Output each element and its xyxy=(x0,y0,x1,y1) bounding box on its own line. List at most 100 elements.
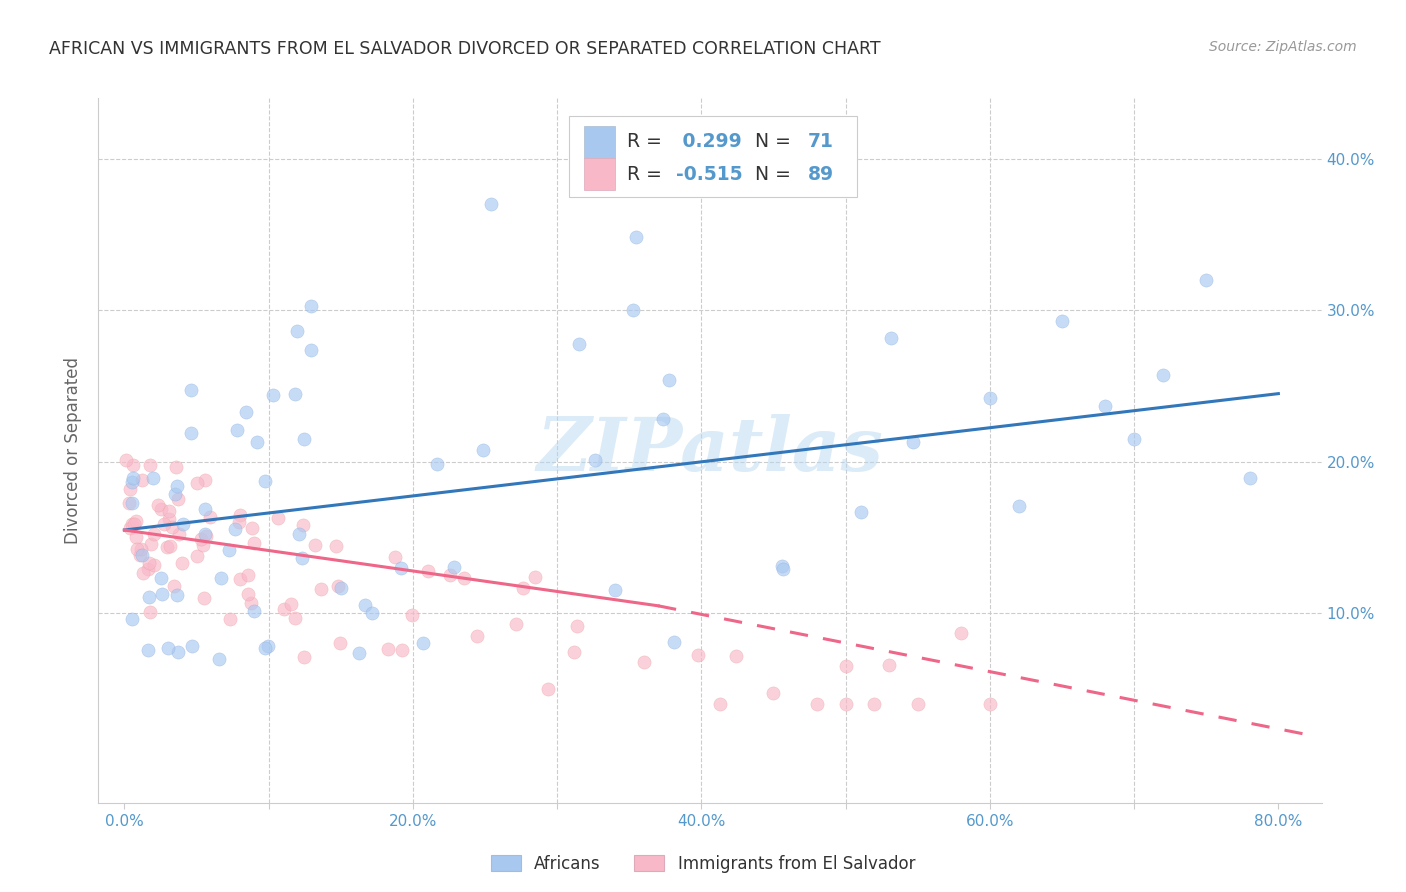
Point xyxy=(770,559,793,574)
Point xyxy=(512,581,534,595)
Point xyxy=(412,636,434,650)
Point xyxy=(273,602,295,616)
Point xyxy=(150,571,173,585)
Point xyxy=(309,582,332,596)
Point xyxy=(354,598,377,612)
Point xyxy=(229,572,252,586)
Point xyxy=(834,698,856,712)
Point xyxy=(880,331,903,345)
Text: ZIPatlas: ZIPatlas xyxy=(537,414,883,487)
Point xyxy=(179,425,201,440)
Point xyxy=(253,474,276,488)
Text: R =: R = xyxy=(627,132,668,151)
Point xyxy=(208,652,231,666)
Point xyxy=(877,658,900,673)
Point xyxy=(325,539,347,553)
Point xyxy=(194,501,217,516)
Point xyxy=(280,597,302,611)
Point xyxy=(377,641,399,656)
Point xyxy=(284,387,307,401)
Point xyxy=(129,548,152,562)
Point xyxy=(292,650,315,665)
Point xyxy=(166,491,188,506)
Point xyxy=(131,548,153,562)
Point xyxy=(329,636,352,650)
Text: R =: R = xyxy=(627,165,668,184)
Point xyxy=(849,505,872,519)
Point xyxy=(1050,314,1073,328)
Point xyxy=(138,556,160,570)
Text: N =: N = xyxy=(742,132,797,151)
Point xyxy=(143,558,166,573)
Point xyxy=(125,531,148,545)
Point xyxy=(209,571,232,585)
Point xyxy=(664,635,686,649)
Point xyxy=(239,596,262,610)
Point xyxy=(157,504,180,518)
Point xyxy=(132,566,155,580)
Point xyxy=(453,571,475,585)
Point xyxy=(225,423,247,437)
Point xyxy=(115,452,138,467)
Text: AFRICAN VS IMMIGRANTS FROM EL SALVADOR DIVORCED OR SEPARATED CORRELATION CHART: AFRICAN VS IMMIGRANTS FROM EL SALVADOR D… xyxy=(49,40,880,58)
Point xyxy=(291,518,314,533)
Point xyxy=(562,644,585,658)
Point xyxy=(901,435,924,450)
Point xyxy=(159,540,181,554)
Point xyxy=(172,516,194,531)
Point xyxy=(1152,368,1174,383)
Point xyxy=(304,538,326,552)
Point xyxy=(166,645,188,659)
Point xyxy=(979,391,1001,405)
Point xyxy=(136,642,159,657)
Text: -0.515: -0.515 xyxy=(676,165,742,184)
Point xyxy=(439,567,461,582)
Point xyxy=(291,550,314,565)
Point xyxy=(194,526,217,541)
Point xyxy=(979,698,1001,712)
Point xyxy=(218,543,240,558)
Point xyxy=(157,512,180,526)
Point xyxy=(443,560,465,574)
Point xyxy=(120,482,142,496)
Point xyxy=(624,230,647,244)
Point xyxy=(1239,471,1261,485)
Point xyxy=(425,457,447,471)
Point xyxy=(138,458,160,472)
Point xyxy=(228,508,250,523)
Point xyxy=(285,324,308,338)
Point xyxy=(686,648,709,662)
Point xyxy=(603,583,626,598)
Point xyxy=(537,682,560,697)
Point xyxy=(1123,432,1146,446)
Point xyxy=(347,646,370,660)
Point xyxy=(240,521,263,535)
Point xyxy=(121,612,143,626)
Point xyxy=(194,473,217,487)
Point xyxy=(257,640,280,654)
Point xyxy=(180,383,202,397)
Point xyxy=(568,337,591,351)
Point xyxy=(299,343,322,357)
FancyBboxPatch shape xyxy=(583,126,614,158)
Point xyxy=(122,471,145,485)
Legend: Africans, Immigrants from El Salvador: Africans, Immigrants from El Salvador xyxy=(484,848,922,880)
Point xyxy=(149,501,172,516)
FancyBboxPatch shape xyxy=(569,116,856,197)
Point xyxy=(360,606,382,620)
Point xyxy=(166,588,188,602)
Point xyxy=(389,561,412,575)
Point xyxy=(136,562,159,576)
Point xyxy=(122,458,145,472)
Point xyxy=(167,527,190,541)
Point xyxy=(157,640,180,655)
Point xyxy=(471,442,494,457)
Point xyxy=(129,541,152,556)
Point xyxy=(401,607,423,622)
Text: 71: 71 xyxy=(808,132,834,151)
Point xyxy=(762,686,785,700)
Point xyxy=(236,587,259,601)
Text: 89: 89 xyxy=(808,165,834,184)
Point xyxy=(505,617,527,632)
Point xyxy=(190,532,212,546)
